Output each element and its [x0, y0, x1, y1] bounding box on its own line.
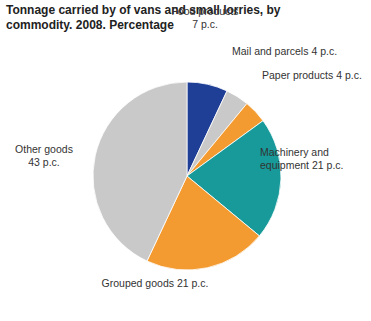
value-label: 43 p.c.	[28, 156, 60, 168]
value-label: 7 p.c.	[192, 18, 218, 30]
slice-label: Other goods43 p.c.	[15, 143, 73, 168]
slice-label: Food products7 p.c.	[171, 5, 238, 30]
labels: Food products7 p.c. Mail and parcels 4 p.…	[15, 5, 362, 289]
slice	[93, 82, 187, 261]
chart: Food products7 p.c. Mail and parcels 4 p.…	[0, 0, 371, 321]
slices	[93, 82, 281, 270]
title: Tonnage carried by of vans and small lor…	[6, 3, 296, 33]
slice-label: Paper products 4 p.c.	[262, 69, 362, 81]
value-label: 4 p.c.	[336, 69, 362, 81]
value-label: 4 p.c.	[311, 45, 337, 57]
value-label: 21 p.c.	[312, 159, 344, 171]
slice-label: Grouped goods 21 p.c.	[102, 277, 209, 289]
slice-label: Mail and parcels 4 p.c.	[232, 45, 337, 57]
value-label: 21 p.c.	[177, 277, 209, 289]
slice-label: Machinery andequipment 21 p.c.	[260, 146, 343, 171]
